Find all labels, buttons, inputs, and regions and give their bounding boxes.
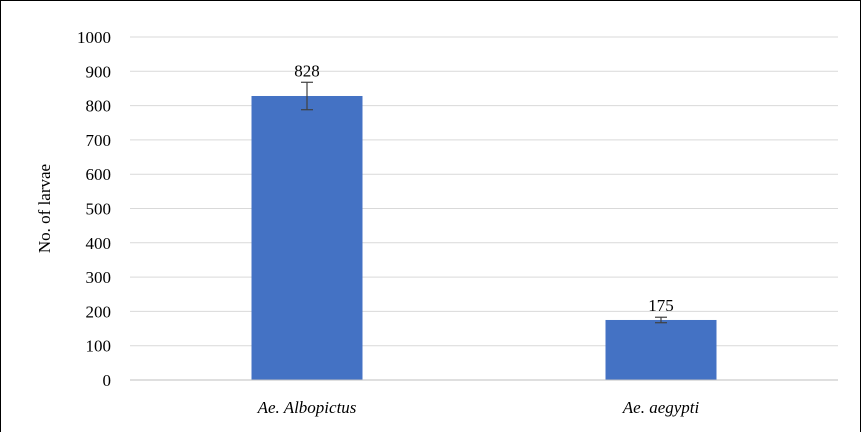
y-tick-label: 700 <box>86 131 112 150</box>
data-labels: 828 175 <box>294 61 674 315</box>
data-label: 828 <box>294 61 320 80</box>
y-tick-label: 900 <box>86 62 112 81</box>
y-tick-label: 500 <box>86 200 112 219</box>
error-bars <box>301 81 667 324</box>
y-tick-label: 300 <box>86 268 112 287</box>
y-tick-label: 0 <box>103 371 112 390</box>
y-tick-label: 200 <box>86 302 112 321</box>
bar <box>251 95 363 380</box>
y-tick-label: 100 <box>86 337 112 356</box>
bars <box>251 95 717 380</box>
x-axis-categories: Ae. Albopictus Ae. aegypti <box>257 398 700 417</box>
bar <box>605 319 717 380</box>
data-label: 175 <box>648 296 674 315</box>
x-category-label: Ae. Albopictus <box>257 398 357 417</box>
y-axis-label: No. of larvae <box>35 164 54 253</box>
y-tick-label: 800 <box>86 97 112 116</box>
y-tick-label: 600 <box>86 165 112 184</box>
y-tick-label: 400 <box>86 234 112 253</box>
y-axis-ticks: 0 100 200 300 400 500 600 700 800 900 1000 <box>77 28 111 390</box>
gridlines <box>130 36 838 347</box>
y-tick-label: 1000 <box>77 28 111 47</box>
x-category-label: Ae. aegypti <box>622 398 700 417</box>
